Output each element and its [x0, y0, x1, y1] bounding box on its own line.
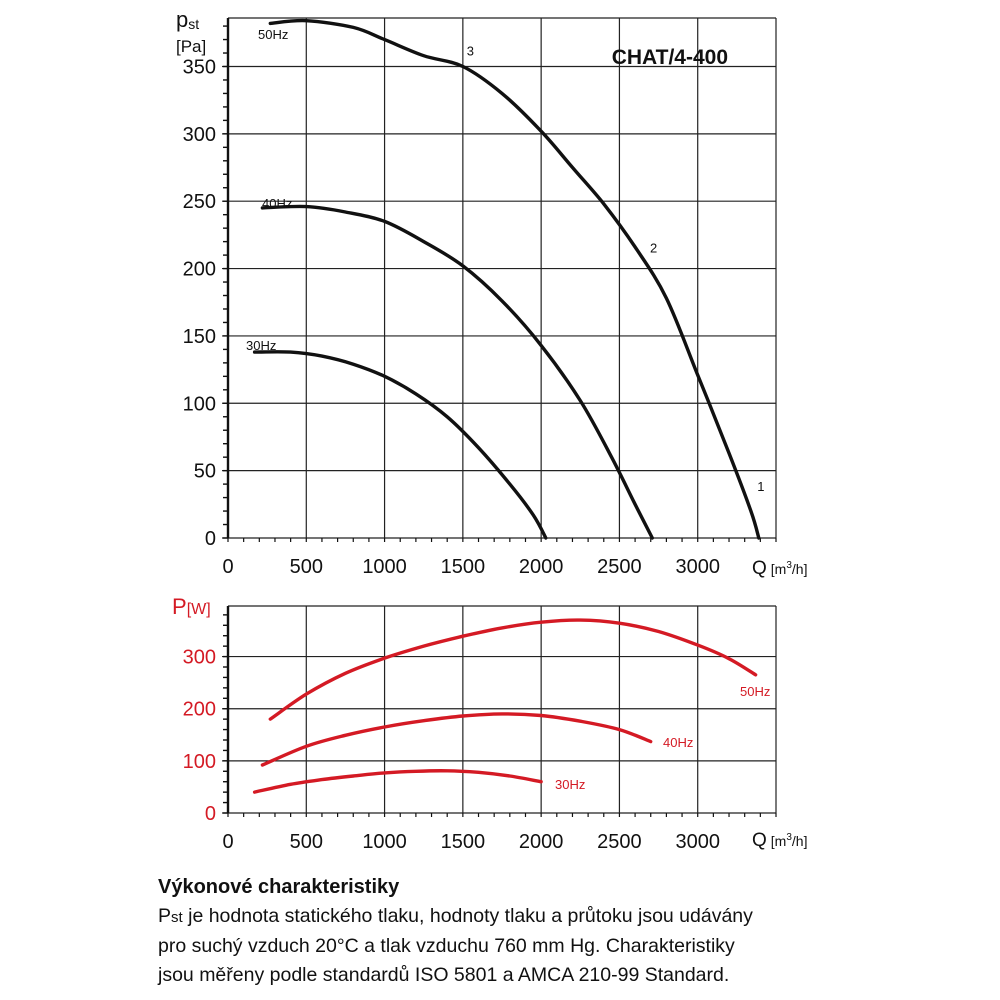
x-tick-label: 1000: [362, 831, 407, 853]
power-chart: 0 100 200 300 0 500 1000 1500 2000 2500 3000 50Hz…: [172, 594, 807, 853]
annotation-label: 2: [650, 240, 657, 255]
y-tick-label: 200: [183, 259, 216, 281]
series-line-50Hz: [268, 618, 758, 721]
series-label-40Hz: 40Hz: [262, 196, 292, 211]
x-tick-label: 3000: [675, 556, 720, 578]
pressure-chart-title: CHAT/4-400: [612, 46, 728, 69]
pressure-x-ticks: 0 500 1000 1500 2000 2500 3000: [222, 556, 720, 578]
power-x-axis-label: Q [m3/h]: [752, 830, 807, 851]
series-line-30Hz: [252, 350, 548, 540]
pressure-y-ticks: 0 50 100 150 200 250 300 350: [183, 56, 216, 550]
series-line-50Hz: [268, 18, 761, 540]
y-tick-label: 0: [205, 803, 216, 825]
y-tick-label: 0: [205, 528, 216, 550]
y-tick-label: 150: [183, 326, 216, 348]
y-tick-label: 200: [183, 699, 216, 721]
y-tick-label: 250: [183, 191, 216, 213]
power-grid: [222, 605, 777, 817]
x-tick-label: 2500: [597, 831, 642, 853]
y-tick-label: 300: [183, 124, 216, 146]
x-tick-label: 3000: [675, 831, 720, 853]
y-tick-label: 100: [183, 751, 216, 773]
x-tick-label: 2500: [597, 556, 642, 578]
x-tick-label: 500: [290, 831, 323, 853]
x-tick-label: 500: [290, 556, 323, 578]
power-series-labels: 50Hz 40Hz 30Hz: [555, 684, 770, 792]
y-tick-label: 100: [183, 393, 216, 415]
annotation-label: 1: [757, 479, 764, 494]
x-tick-label: 0: [222, 831, 233, 853]
power-y-axis-label: P[W]: [172, 594, 211, 619]
caption-line-2: pro suchý vzduch 20°C a tlak vzduchu 760…: [158, 935, 735, 957]
pressure-y-axis-label: pst: [176, 7, 199, 32]
series-label-40Hz: 40Hz: [663, 735, 693, 750]
caption-line-3: jsou měřeny podle standardů ISO 5801 a A…: [158, 964, 730, 986]
y-tick-label: 300: [183, 647, 216, 669]
series-line-30Hz: [252, 769, 543, 794]
caption: Výkonové charakteristiky Pst je hodnota …: [158, 874, 978, 990]
pressure-annotations: 1 2 3: [467, 44, 765, 494]
pressure-x-axis-label: Q [m3/h]: [752, 558, 807, 579]
series-label-50Hz: 50Hz: [740, 684, 770, 699]
series-label-50Hz: 50Hz: [258, 27, 288, 42]
pressure-y-axis-unit: [Pa]: [176, 37, 206, 56]
power-curves: [252, 618, 758, 794]
series-line-40Hz: [260, 712, 653, 767]
x-tick-label: 0: [222, 556, 233, 578]
y-tick-label: 350: [183, 56, 216, 78]
series-label-30Hz: 30Hz: [246, 338, 276, 353]
caption-line-1: Pst je hodnota statického tlaku, hodnoty…: [158, 905, 753, 927]
x-tick-label: 1500: [441, 556, 486, 578]
x-tick-label: 1000: [362, 556, 407, 578]
power-x-ticks: 0 500 1000 1500 2000 2500 3000: [222, 831, 720, 853]
x-tick-label: 1500: [441, 831, 486, 853]
series-line-40Hz: [260, 204, 654, 540]
x-tick-label: 2000: [519, 831, 564, 853]
pressure-series-labels: 50Hz 40Hz 30Hz: [246, 27, 292, 353]
series-label-30Hz: 30Hz: [555, 777, 585, 792]
x-tick-label: 2000: [519, 556, 564, 578]
y-tick-label: 50: [194, 461, 216, 483]
caption-heading: Výkonové charakteristiky: [158, 876, 400, 898]
power-y-ticks: 0 100 200 300: [183, 647, 216, 825]
pressure-curves: [252, 18, 761, 540]
pressure-grid: [222, 17, 777, 542]
annotation-label: 3: [467, 44, 474, 59]
